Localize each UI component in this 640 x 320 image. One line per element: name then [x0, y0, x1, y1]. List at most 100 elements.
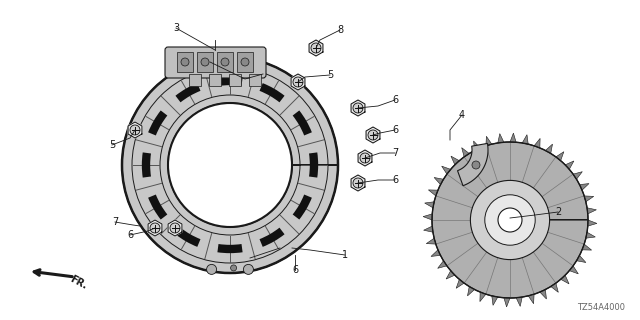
Polygon shape: [291, 74, 305, 90]
Polygon shape: [237, 52, 253, 72]
Polygon shape: [309, 40, 323, 56]
Text: 8: 8: [337, 25, 343, 35]
Polygon shape: [148, 220, 162, 236]
Text: 6: 6: [292, 265, 298, 275]
Polygon shape: [431, 250, 440, 256]
Polygon shape: [528, 294, 534, 304]
Polygon shape: [570, 266, 579, 274]
Circle shape: [485, 195, 535, 245]
Polygon shape: [426, 238, 436, 244]
Polygon shape: [229, 74, 241, 86]
Polygon shape: [577, 255, 586, 262]
Circle shape: [472, 161, 480, 169]
Polygon shape: [358, 150, 372, 166]
Polygon shape: [434, 178, 444, 185]
Circle shape: [353, 103, 363, 113]
Text: 3: 3: [173, 23, 179, 33]
Polygon shape: [425, 202, 434, 208]
Text: 6: 6: [392, 175, 398, 185]
Text: 6: 6: [392, 95, 398, 105]
Circle shape: [207, 264, 216, 274]
Polygon shape: [177, 52, 193, 72]
Circle shape: [130, 125, 140, 135]
Text: 5: 5: [109, 140, 115, 150]
Polygon shape: [456, 279, 464, 288]
Polygon shape: [498, 134, 504, 143]
Polygon shape: [249, 74, 261, 86]
Circle shape: [201, 58, 209, 66]
Polygon shape: [461, 148, 469, 157]
Circle shape: [150, 223, 160, 233]
Text: 5: 5: [327, 70, 333, 80]
Polygon shape: [424, 226, 433, 232]
Polygon shape: [551, 283, 558, 292]
Polygon shape: [122, 57, 338, 273]
Circle shape: [498, 208, 522, 232]
Text: 6: 6: [392, 125, 398, 135]
Circle shape: [243, 56, 253, 66]
Polygon shape: [467, 286, 475, 296]
Circle shape: [221, 58, 229, 66]
Circle shape: [170, 223, 180, 233]
Text: FR.: FR.: [68, 274, 88, 292]
Polygon shape: [492, 296, 498, 305]
Polygon shape: [128, 122, 142, 138]
Polygon shape: [510, 133, 516, 142]
Circle shape: [168, 103, 292, 227]
Polygon shape: [561, 275, 569, 284]
Polygon shape: [504, 298, 510, 307]
Polygon shape: [446, 271, 455, 279]
Polygon shape: [582, 244, 591, 250]
Circle shape: [293, 77, 303, 87]
Circle shape: [241, 58, 249, 66]
Circle shape: [311, 43, 321, 53]
Text: 2: 2: [555, 207, 561, 217]
Text: TZ54A4000: TZ54A4000: [577, 303, 625, 312]
Circle shape: [360, 153, 370, 163]
Polygon shape: [451, 156, 460, 165]
Polygon shape: [168, 220, 182, 236]
Text: 1: 1: [342, 250, 348, 260]
Polygon shape: [584, 196, 594, 202]
Polygon shape: [428, 190, 438, 196]
Circle shape: [353, 178, 363, 188]
Text: 7: 7: [392, 148, 398, 158]
Polygon shape: [351, 175, 365, 191]
Polygon shape: [545, 144, 552, 154]
Circle shape: [181, 58, 189, 66]
Polygon shape: [579, 184, 589, 190]
FancyBboxPatch shape: [165, 47, 266, 78]
Polygon shape: [474, 141, 480, 150]
Polygon shape: [556, 152, 564, 161]
Text: 4: 4: [459, 110, 465, 120]
Polygon shape: [442, 166, 451, 174]
Polygon shape: [197, 52, 213, 72]
Polygon shape: [588, 220, 597, 226]
Polygon shape: [438, 261, 447, 268]
Polygon shape: [209, 74, 221, 86]
Text: 7: 7: [112, 217, 118, 227]
Polygon shape: [217, 52, 233, 72]
Circle shape: [207, 56, 216, 66]
Polygon shape: [587, 208, 596, 214]
Polygon shape: [586, 232, 595, 238]
Text: 6: 6: [127, 230, 133, 240]
Polygon shape: [423, 214, 432, 220]
Circle shape: [230, 59, 237, 65]
Polygon shape: [516, 297, 522, 306]
Polygon shape: [432, 142, 588, 298]
Polygon shape: [522, 135, 528, 144]
Circle shape: [243, 264, 253, 274]
Circle shape: [470, 180, 550, 260]
Polygon shape: [189, 74, 201, 86]
Polygon shape: [351, 100, 365, 116]
Polygon shape: [366, 127, 380, 143]
Polygon shape: [540, 290, 547, 299]
Polygon shape: [565, 161, 574, 169]
Polygon shape: [480, 292, 486, 302]
Polygon shape: [486, 136, 492, 146]
Polygon shape: [534, 138, 540, 148]
Circle shape: [368, 130, 378, 140]
Polygon shape: [573, 172, 582, 179]
Circle shape: [230, 265, 237, 271]
